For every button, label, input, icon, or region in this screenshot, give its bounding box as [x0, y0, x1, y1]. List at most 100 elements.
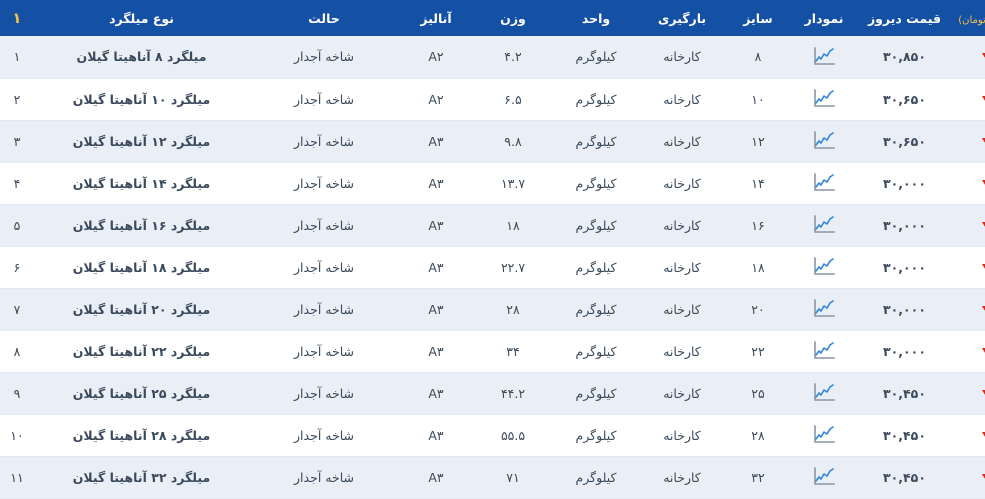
cell-unit: کیلوگرم — [466, 288, 552, 330]
cell-size: ۲۸ — [638, 414, 704, 456]
table-body: ۳۰,۳۰۰ ۳۰,۸۵۰ ۸ کارخانه کیلوگرم ۴.۲ A۲ شاخه آجد… — [0, 36, 985, 498]
column-header-analysis[interactable]: آنالیز — [312, 0, 386, 36]
trend-down-icon — [895, 432, 905, 440]
cell-product-type[interactable]: میلگرد ۱۸ آناهیتا گیلان — [0, 246, 162, 288]
cell-weight: ۴.۲ — [386, 36, 466, 78]
rebar-price-table: قیمت امروز(تومان) قیمت دیروز نمودار سایز… — [0, 0, 985, 499]
cell-chart[interactable] — [704, 204, 770, 246]
line-chart-icon[interactable] — [725, 301, 749, 316]
cell-today-price: ۲۹,۹۰۰ — [865, 456, 985, 498]
today-price-value: ۲۹,۵۰۰ — [911, 218, 956, 233]
column-header-chart[interactable]: نمودار — [704, 0, 770, 36]
today-price-value: ۲۹,۹۰۰ — [911, 428, 956, 443]
cell-loading: کارخانه — [552, 456, 638, 498]
cell-analysis: A۳ — [312, 246, 386, 288]
cell-unit: کیلوگرم — [466, 36, 552, 78]
cell-product-type[interactable]: میلگرد ۱۶ آناهیتا گیلان — [0, 204, 162, 246]
line-chart-icon[interactable] — [725, 91, 749, 106]
cell-product-type[interactable]: میلگرد ۲۲ آناهیتا گیلان — [0, 330, 162, 372]
cell-chart[interactable] — [704, 120, 770, 162]
cell-product-type[interactable]: میلگرد ۱۰ آناهیتا گیلان — [0, 78, 162, 120]
cell-loading: کارخانه — [552, 162, 638, 204]
cell-product-type[interactable]: میلگرد ۸ آناهیتا گیلان — [0, 36, 162, 78]
table-row[interactable]: ۲۹,۹۰۰ ۳۰,۴۵۰ ۲۸ کارخانه کیلوگرم ۵۵.۵ A۳ شاخه آ… — [0, 414, 985, 456]
table-row[interactable]: ۲۹,۵۰۰ ۳۰,۰۰۰ ۱۶ کارخانه کیلوگرم ۱۸ A۳ شاخه آجد… — [0, 204, 985, 246]
cell-analysis: A۲ — [312, 36, 386, 78]
line-chart-icon[interactable] — [725, 133, 749, 148]
cell-chart[interactable] — [704, 36, 770, 78]
cell-today-price: ۳۰,۳۰۰ — [865, 36, 985, 78]
cell-analysis: A۲ — [312, 78, 386, 120]
cell-loading: کارخانه — [552, 288, 638, 330]
cell-loading: کارخانه — [552, 36, 638, 78]
cell-product-type[interactable]: میلگرد ۱۲ آناهیتا گیلان — [0, 120, 162, 162]
table-row[interactable]: ۳۰,۱۰۰ ۳۰,۶۵۰ ۱۲ کارخانه کیلوگرم ۹.۸ A۳ شاخه آج… — [0, 120, 985, 162]
table-row[interactable]: ۳۰,۱۰۰ ۳۰,۶۵۰ ۱۰ کارخانه کیلوگرم ۶.۵ A۲ شاخه آج… — [0, 78, 985, 120]
cell-unit: کیلوگرم — [466, 246, 552, 288]
line-chart-icon[interactable] — [725, 48, 749, 63]
line-chart-icon[interactable] — [725, 427, 749, 442]
cell-yesterday-price: ۳۰,۴۵۰ — [770, 414, 865, 456]
cell-unit: کیلوگرم — [466, 162, 552, 204]
cell-loading: کارخانه — [552, 246, 638, 288]
cell-product-type[interactable]: میلگرد ۲۸ آناهیتا گیلان — [0, 414, 162, 456]
cell-chart[interactable] — [704, 78, 770, 120]
cell-yesterday-price: ۳۰,۴۵۰ — [770, 456, 865, 498]
line-chart-icon[interactable] — [725, 469, 749, 484]
line-chart-icon[interactable] — [725, 385, 749, 400]
line-chart-icon[interactable] — [725, 259, 749, 274]
cell-product-type[interactable]: میلگرد ۲۰ آناهیتا گیلان — [0, 288, 162, 330]
cell-size: ۸ — [638, 36, 704, 78]
cell-weight: ۱۸ — [386, 204, 466, 246]
table-row[interactable]: ۲۹,۵۰۰ ۳۰,۰۰۰ ۱۸ کارخانه کیلوگرم ۲۲.۷ A۳ شاخه آ… — [0, 246, 985, 288]
column-header-loading[interactable]: بارگیری — [552, 0, 638, 36]
cell-loading: کارخانه — [552, 204, 638, 246]
cell-analysis: A۳ — [312, 414, 386, 456]
table-row[interactable]: ۲۹,۵۰۰ ۳۰,۰۰۰ ۲۰ کارخانه کیلوگرم ۲۸ A۳ شاخه آجد… — [0, 288, 985, 330]
table-row[interactable]: ۲۹,۹۰۰ ۳۰,۴۵۰ ۲۵ کارخانه کیلوگرم ۴۴.۲ A۳ شاخه آ… — [0, 372, 985, 414]
column-header-yesterday[interactable]: قیمت دیروز — [770, 0, 865, 36]
line-chart-icon[interactable] — [725, 343, 749, 358]
cell-product-type[interactable]: میلگرد ۲۵ آناهیتا گیلان — [0, 372, 162, 414]
cell-size: ۱۸ — [638, 246, 704, 288]
cell-product-type[interactable]: میلگرد ۱۴ آناهیتا گیلان — [0, 162, 162, 204]
table-row[interactable]: ۲۹,۵۰۰ ۳۰,۰۰۰ ۲۲ کارخانه کیلوگرم ۳۴ A۳ شاخه آجد… — [0, 330, 985, 372]
cell-today-price: ۲۹,۵۰۰ — [865, 288, 985, 330]
cell-chart[interactable] — [704, 330, 770, 372]
cell-weight: ۴۴.۲ — [386, 372, 466, 414]
cell-weight: ۵۵.۵ — [386, 414, 466, 456]
today-label: قیمت امروز — [905, 11, 979, 26]
cell-today-price: ۳۰,۱۰۰ — [865, 120, 985, 162]
table-row[interactable]: ۲۹,۵۰۰ ۳۰,۰۰۰ ۱۴ کارخانه کیلوگرم ۱۳.۷ A۳ شاخه آ… — [0, 162, 985, 204]
cell-today-price: ۲۹,۵۰۰ — [865, 162, 985, 204]
line-chart-icon[interactable] — [725, 175, 749, 190]
cell-chart[interactable] — [704, 246, 770, 288]
column-header-today[interactable]: قیمت امروز(تومان) — [865, 0, 985, 36]
cell-weight: ۲۸ — [386, 288, 466, 330]
trend-down-icon — [895, 474, 905, 482]
line-chart-icon[interactable] — [725, 217, 749, 232]
column-header-unit[interactable]: واحد — [466, 0, 552, 36]
today-price-value: ۲۹,۵۰۰ — [911, 260, 956, 275]
cell-unit: کیلوگرم — [466, 414, 552, 456]
cell-yesterday-price: ۳۰,۰۰۰ — [770, 204, 865, 246]
cell-size: ۳۲ — [638, 456, 704, 498]
cell-unit: کیلوگرم — [466, 204, 552, 246]
trend-down-icon — [895, 264, 905, 272]
table-row[interactable]: ۲۹,۹۰۰ ۳۰,۴۵۰ ۳۲ کارخانه کیلوگرم ۷۱ A۳ شاخه آجد… — [0, 456, 985, 498]
cell-chart[interactable] — [704, 456, 770, 498]
cell-chart[interactable] — [704, 162, 770, 204]
column-header-weight[interactable]: وزن — [386, 0, 466, 36]
column-header-size[interactable]: سایز — [638, 0, 704, 36]
cell-analysis: A۳ — [312, 204, 386, 246]
cell-size: ۲۵ — [638, 372, 704, 414]
today-price-value: ۲۹,۵۰۰ — [911, 302, 956, 317]
column-header-state[interactable]: حالت — [162, 0, 312, 36]
cell-chart[interactable] — [704, 288, 770, 330]
cell-chart[interactable] — [704, 414, 770, 456]
table-row[interactable]: ۳۰,۳۰۰ ۳۰,۸۵۰ ۸ کارخانه کیلوگرم ۴.۲ A۲ شاخه آجد… — [0, 36, 985, 78]
column-header-type[interactable]: نوع میلگرد — [0, 0, 162, 36]
cell-product-type[interactable]: میلگرد ۳۲ آناهیتا گیلان — [0, 456, 162, 498]
trend-down-icon — [895, 390, 905, 398]
cell-chart[interactable] — [704, 372, 770, 414]
